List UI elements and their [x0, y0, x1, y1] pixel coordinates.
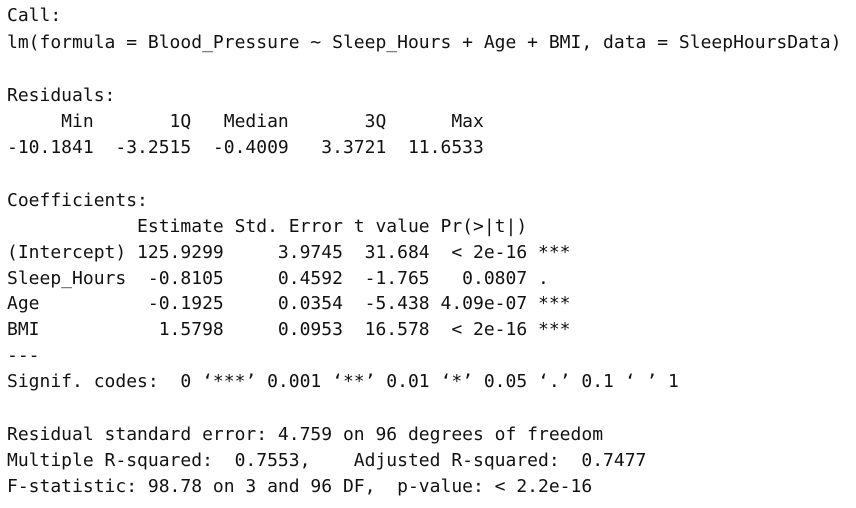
residuals-label: Residuals: [7, 85, 116, 106]
residuals-values: -10.1841 -3.2515 -0.4009 3.3721 11.6533 [7, 137, 495, 158]
residuals-header: Min 1Q Median 3Q Max [7, 111, 495, 132]
f-statistic: F-statistic: 98.78 on 3 and 96 DF, p-val… [7, 476, 593, 497]
coef-row-sleep-hours: Sleep_Hours -0.8105 0.4592 -1.765 0.0807… [7, 268, 571, 289]
call-formula: lm(formula = Blood_Pressure ~ Sleep_Hour… [7, 32, 842, 53]
call-label: Call: [7, 5, 62, 26]
coef-row-age: Age -0.1925 0.0354 -5.438 4.09e-07 *** [7, 293, 571, 314]
coef-row-bmi: BMI 1.5798 0.0953 16.578 < 2e-16 *** [7, 319, 571, 340]
coef-row-intercept: (Intercept) 125.9299 3.9745 31.684 < 2e-… [7, 242, 571, 263]
separator: --- [7, 345, 40, 366]
signif-codes: Signif. codes: 0 ‘***’ 0.001 ‘**’ 0.01 ‘… [7, 371, 679, 392]
coefficients-header: Estimate Std. Error t value Pr(>|t|) [7, 216, 571, 237]
r-squared: Multiple R-squared: 0.7553, Adjusted R-s… [7, 450, 658, 471]
residual-std-error: Residual standard error: 4.759 on 96 deg… [7, 424, 604, 445]
coefficients-label: Coefficients: [7, 190, 148, 211]
